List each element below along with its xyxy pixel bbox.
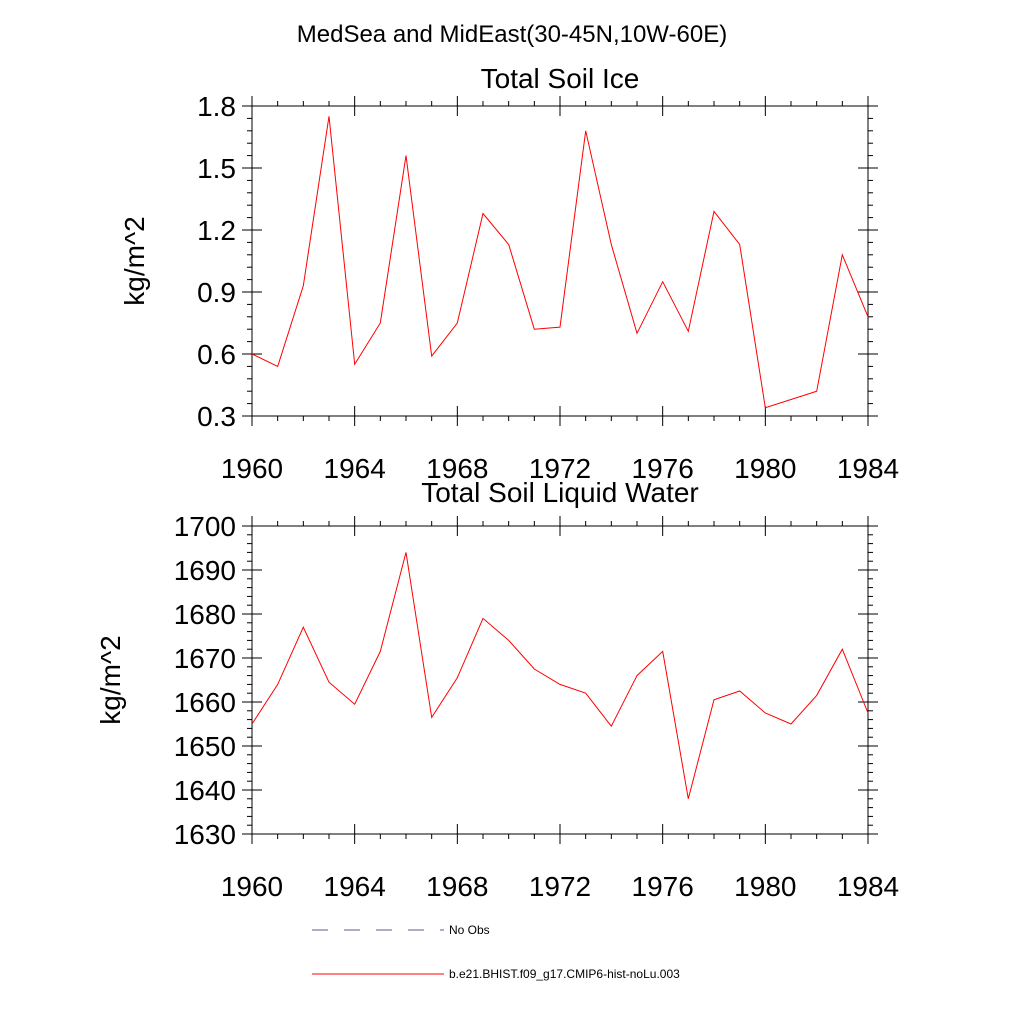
y-tick-label: 0.6 — [197, 339, 236, 370]
panel-total-soil-ice: Total Soil Ice kg/m^2 1960 1964 1968 1972 1976… — [119, 63, 899, 484]
series-line-model-run — [251, 116, 869, 409]
legend-label-model-run: b.e21.BHIST.f09_g17.CMIP6-hist-noLu.003 — [449, 967, 680, 981]
x-tick-label: 1984 — [837, 453, 899, 484]
y-tick-label: 0.3 — [197, 401, 236, 432]
x-tick-label: 1968 — [426, 871, 488, 902]
chart-title: Total Soil Liquid Water — [421, 477, 699, 508]
y-tick-label: 0.9 — [197, 277, 236, 308]
y-tick-label: 1670 — [174, 643, 236, 674]
legend: No Obs b.e21.BHIST.f09_g17.CMIP6-hist-no… — [312, 923, 680, 981]
legend-label-no-obs: No Obs — [449, 923, 490, 937]
y-tick-label: 1.2 — [197, 215, 236, 246]
y-axis-label: kg/m^2 — [95, 635, 126, 724]
x-tick-label: 1964 — [324, 871, 386, 902]
y-axis-label: kg/m^2 — [119, 216, 150, 305]
figure-title: MedSea and MidEast(30-45N,10W-60E) — [297, 21, 727, 48]
x-tick-label: 1960 — [221, 453, 283, 484]
y-tick-label: 1690 — [174, 555, 236, 586]
x-tick-label: 1984 — [837, 871, 899, 902]
panel-total-soil-liquid-water: Total Soil Liquid Water kg/m^2 1960 1964 196… — [95, 477, 899, 902]
series-line-model-run — [251, 552, 869, 799]
x-tick-label: 1968 — [426, 453, 488, 484]
y-tick-label: 1680 — [174, 599, 236, 630]
x-tick-label: 1980 — [734, 453, 796, 484]
x-tick-label: 1976 — [632, 453, 694, 484]
chart-title: Total Soil Ice — [481, 63, 640, 94]
x-tick-label: 1972 — [529, 871, 591, 902]
x-tick-label: 1972 — [529, 453, 591, 484]
y-tick-label: 1.8 — [197, 91, 236, 122]
x-tick-label: 1980 — [734, 871, 796, 902]
y-tick-label: 1640 — [174, 775, 236, 806]
y-tick-label: 1.5 — [197, 153, 236, 184]
plot-frame — [251, 525, 869, 835]
y-tick-label: 1660 — [174, 687, 236, 718]
x-tick-label: 1960 — [221, 871, 283, 902]
x-tick-label: 1964 — [324, 453, 386, 484]
y-tick-label: 1700 — [174, 511, 236, 542]
y-tick-label: 1630 — [174, 819, 236, 850]
x-tick-label: 1976 — [632, 871, 694, 902]
y-tick-label: 1650 — [174, 731, 236, 762]
